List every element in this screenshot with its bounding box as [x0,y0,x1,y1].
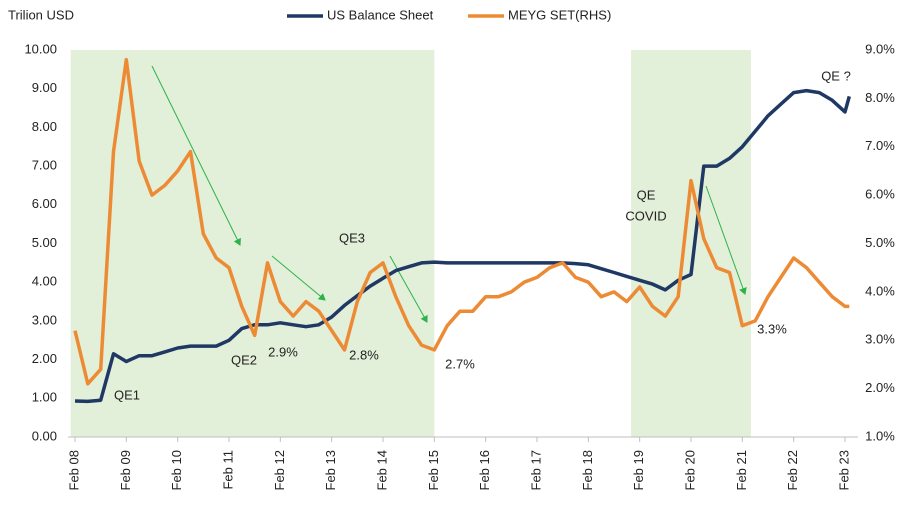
annotation: 3.3% [757,321,787,336]
annotation: QE ? [821,68,851,83]
annotation: 2.9% [268,344,298,359]
y2-tick-label: 8.0% [865,90,895,105]
y2-tick-label: 1.0% [865,428,895,443]
arrow [705,185,747,295]
y-tick-label: 5.00 [32,235,57,250]
y-tick-label: 4.00 [32,274,57,289]
y-tick-label: 7.00 [32,158,57,173]
shaded-region [631,50,751,437]
annotation: QE1 [114,387,140,402]
arrow [151,65,241,246]
y-tick-label: 0.00 [32,428,57,443]
y-tick-label: 8.00 [32,119,57,134]
x-tick-label: Feb 08 [66,450,81,490]
series-line [74,88,851,404]
annotation: QE [637,187,656,202]
y-tick-label: 1.00 [32,390,57,405]
y-tick-label: 10.00 [24,41,57,56]
x-tick-label: Feb 14 [374,450,389,490]
shaded-regions [70,50,751,437]
x-tick-label: Feb 09 [118,450,133,490]
annotation: 2.7% [445,356,475,371]
x-tick-label: Feb 17 [528,450,543,490]
y2-tick-label: 7.0% [865,138,895,153]
x-tick-label: Feb 22 [785,450,800,490]
annotation: 2.8% [349,347,379,362]
y2-tick-label: 3.0% [865,332,895,347]
x-tick-label: Feb 13 [323,450,338,490]
x-tick-label: Feb 23 [836,450,851,490]
y2-tick-label: 5.0% [865,235,895,250]
x-tick-label: Feb 10 [169,450,184,490]
x-tick-label: Feb 15 [426,450,441,490]
y2-tick-label: 9.0% [865,41,895,56]
legend-label: MEYG SET(RHS) [508,7,611,22]
x-tick-label: Feb 19 [631,450,646,490]
y-tick-label: 3.00 [32,312,57,327]
x-tick-label: Feb 18 [580,450,595,490]
y-tick-label: 6.00 [32,196,57,211]
y2-tick-label: 2.0% [865,380,895,395]
trend-arrows [151,65,747,323]
annotation: COVID [625,208,666,223]
shaded-region [70,50,435,437]
y-tick-label: 9.00 [32,80,57,95]
x-tick-label: Feb 20 [682,450,697,490]
x-tick-label: Feb 16 [477,450,492,490]
x-tick-label: Feb 11 [220,450,235,490]
y-axis-title: Trilion USD [8,7,74,22]
y2-tick-label: 6.0% [865,187,895,202]
arrow [271,255,326,301]
legend-label: US Balance Sheet [327,7,434,22]
x-tick-label: Feb 21 [734,450,749,490]
annotation: QE2 [231,352,257,367]
series-line [73,57,850,386]
x-tick-label: Feb 12 [272,450,287,490]
annotation: QE3 [339,230,365,245]
y2-tick-label: 4.0% [865,283,895,298]
y-tick-label: 2.00 [32,351,57,366]
arrow [389,255,428,323]
